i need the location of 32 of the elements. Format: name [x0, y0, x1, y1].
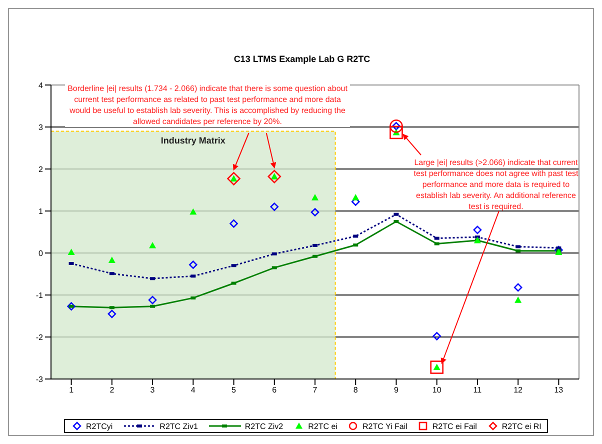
y-tick-label: -2	[36, 332, 44, 342]
x-tick-label: 9	[394, 386, 400, 395]
annotation: Large |ei| results (>2.066) indicate that current test performance does not agree with past test performance and more data is required to establish lab severity. An additional reference test is required.	[412, 157, 580, 212]
y-tick-label: 4	[38, 80, 44, 90]
x-tick-label: 5	[232, 386, 237, 395]
y-tick-label: 0	[38, 248, 44, 258]
y-tick-label: -1	[36, 290, 44, 300]
x-tick-label: 4	[190, 386, 196, 395]
band-label: Industry Matrix	[160, 136, 226, 146]
legend-label: R2TC ei Fail	[432, 422, 477, 430]
chart-title: C13 LTMS Example Lab G R2TC	[232, 54, 372, 64]
x-tick-label: 13	[554, 386, 564, 395]
legend-label: R2TC Ziv2	[244, 422, 284, 430]
legend-label: R2TC ei	[308, 422, 338, 430]
y-tick-label: 1	[38, 206, 44, 216]
x-tick-label: 11	[473, 386, 482, 395]
x-tick-label: 8	[353, 386, 358, 395]
legend-label: R2TC ei RI	[502, 422, 542, 430]
legend-label: R2TCyi	[86, 422, 113, 430]
y-tick-label: 3	[38, 122, 44, 132]
legend-label: R2TC Ziv1	[160, 422, 198, 430]
y-tick-label: 2	[38, 164, 44, 174]
x-tick-label: 10	[432, 386, 442, 395]
x-tick-label: 3	[150, 386, 156, 395]
x-tick-label: 1	[69, 386, 74, 395]
x-tick-label: 2	[110, 386, 115, 395]
annotation: Borderline |ei| results (1.734 - 2.066) indicate that there is some question about current test performance as related to past test performance and more data would be useful to establish lab severity. This is accomplished by reducing the allowed candidates per reference by 20%.	[65, 83, 350, 127]
y-tick-label: -3	[36, 374, 44, 384]
x-tick-label: 12	[514, 386, 524, 395]
legend-label: R2TC Yi Fail	[362, 422, 408, 430]
x-tick-label: 6	[272, 386, 278, 395]
x-tick-label: 7	[312, 386, 318, 395]
